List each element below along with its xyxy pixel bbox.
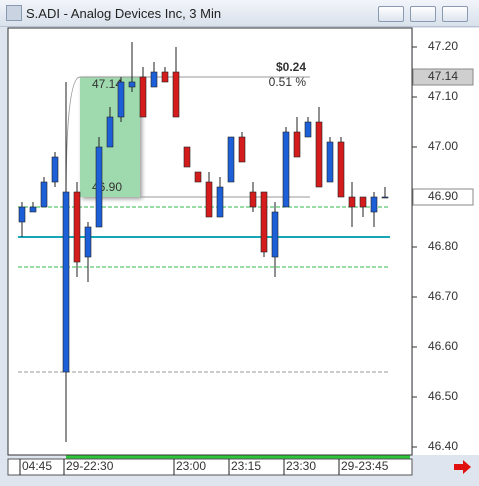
candle-body (95, 146, 103, 228)
close-button[interactable] (442, 6, 468, 22)
measure-end-label: 47.14 (92, 77, 122, 91)
candle-body (337, 141, 345, 198)
price-marker-label: 46.90 (428, 189, 458, 203)
y-tick-label: 47.20 (428, 39, 458, 53)
candle-body (370, 196, 378, 213)
candle-body (271, 211, 279, 258)
y-tick-label: 46.50 (428, 389, 458, 403)
candle-body (73, 191, 81, 263)
candle-body (359, 196, 367, 208)
y-tick-label: 47.10 (428, 89, 458, 103)
x-tick-label: 23:30 (286, 459, 316, 473)
candle-body (304, 121, 312, 138)
x-tick-label: 04:45 (22, 459, 52, 473)
measure-change: $0.24 (276, 60, 306, 74)
candle-body (172, 71, 180, 118)
candle-body (238, 136, 246, 163)
candle-body (227, 136, 235, 183)
price-axis (413, 28, 479, 455)
title-bar: S.ADI - Analog Devices Inc, 3 Min (0, 0, 479, 27)
candle-body (293, 131, 301, 158)
candle-body (194, 171, 202, 183)
candle-body (205, 181, 213, 218)
y-tick-label: 47.00 (428, 139, 458, 153)
time-axis (7, 458, 413, 476)
price-marker (412, 188, 474, 206)
candle-body (128, 81, 136, 88)
scroll-arrow[interactable] (454, 460, 471, 474)
candle-body (326, 141, 334, 183)
measure-percent: 0.51 % (269, 75, 307, 89)
y-tick-label: 46.40 (428, 439, 458, 453)
candle-body (106, 116, 114, 148)
candle-body (282, 131, 290, 208)
candle-body (315, 121, 323, 188)
x-tick-label: 23:00 (176, 459, 206, 473)
candle-body (117, 81, 125, 118)
candle-body (62, 191, 70, 373)
candle-body (260, 191, 268, 253)
candle-body (183, 146, 191, 168)
candle-body (139, 76, 147, 118)
candle-body (40, 181, 48, 208)
candle-body (381, 196, 389, 199)
x-tick-label: 29-23:45 (341, 459, 389, 473)
price-marker (412, 68, 474, 86)
y-tick-label: 46.60 (428, 339, 458, 353)
x-tick-label: 29-22:30 (66, 459, 114, 473)
candle-body (216, 186, 224, 218)
candle-body (29, 206, 37, 213)
y-tick-label: 46.80 (428, 239, 458, 253)
y-tick-label: 46.70 (428, 289, 458, 303)
candle-body (150, 71, 158, 88)
candle-body (249, 191, 257, 208)
x-tick-label: 23:15 (231, 459, 261, 473)
candle-body (84, 226, 92, 258)
candle-body (348, 196, 356, 208)
price-marker-label: 47.14 (428, 69, 458, 83)
minimize-button[interactable] (378, 6, 404, 22)
app-icon (6, 5, 22, 21)
candle-body (18, 206, 26, 223)
candle-body (161, 71, 169, 83)
window-title: S.ADI - Analog Devices Inc, 3 Min (26, 6, 222, 21)
candle-body (51, 156, 59, 183)
maximize-button[interactable] (410, 6, 436, 22)
